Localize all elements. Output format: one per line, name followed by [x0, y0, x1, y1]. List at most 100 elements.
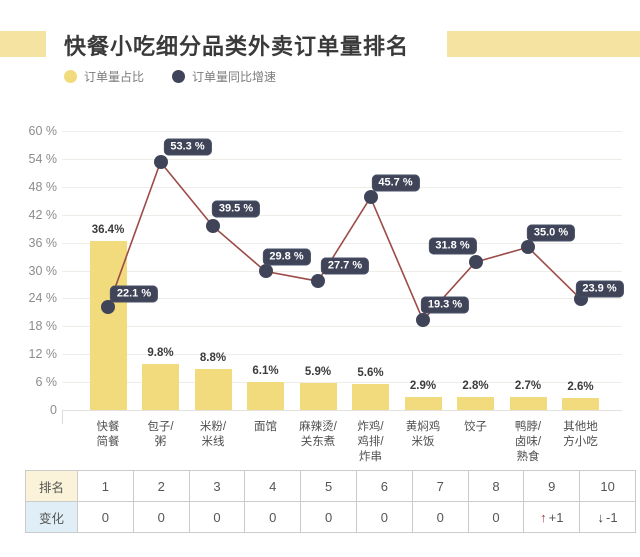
- grid-line: [62, 214, 622, 216]
- line-value-badge: 19.3 %: [420, 296, 470, 314]
- y-axis-label: 6 %: [35, 375, 57, 390]
- title-accent-bar-right: [447, 31, 640, 57]
- bar: [299, 382, 337, 410]
- x-axis-category-label: 炸鸡/ 鸡排/ 炸串: [357, 421, 384, 463]
- bar: [89, 240, 127, 410]
- line-value-badge: 39.5 %: [211, 200, 261, 218]
- legend-item-yoy-growth: 订单量同比增速: [172, 68, 276, 85]
- grid-line: [62, 242, 622, 244]
- x-axis-category-label: 其他地 方小吃: [563, 421, 598, 448]
- y-axis-label: 48 %: [28, 179, 58, 194]
- line-point-dot: [468, 255, 483, 270]
- x-axis-category-label: 麻辣烫/ 关东煮: [299, 421, 337, 448]
- x-axis-category-label: 快餐 简餐: [96, 421, 120, 448]
- bar: [457, 396, 494, 410]
- y-axis-label: 30 %: [28, 263, 58, 278]
- table-cell: 3: [188, 470, 246, 502]
- table-cell: ↓ -1: [579, 501, 636, 533]
- table-cell: 0: [132, 501, 190, 533]
- bar-value-label: 9.8%: [147, 347, 174, 360]
- table-cell: 10: [579, 470, 636, 502]
- bar-value-label: 2.6%: [567, 380, 594, 393]
- grid-line: [62, 326, 622, 328]
- bar-value-label: 2.9%: [409, 379, 437, 392]
- line-value-badge: 29.8 %: [262, 248, 311, 266]
- table-cell: 8: [467, 470, 525, 502]
- bar-value-label: 2.8%: [462, 379, 489, 392]
- x-axis-category-label: 黄焖鸡 米饭: [405, 421, 441, 448]
- bar-value-label: 6.1%: [252, 364, 279, 377]
- x-axis-category-label: 米粉/ 米线: [199, 421, 227, 448]
- bar: [142, 364, 179, 410]
- table-cell: 2: [132, 470, 190, 502]
- bar-value-label: 5.6%: [357, 366, 384, 379]
- bar-value-label: 2.7%: [514, 380, 542, 393]
- line-point-dot: [416, 313, 430, 328]
- x-axis-tick: [62, 410, 63, 424]
- line-value-badge: 45.7 %: [371, 174, 420, 192]
- table-cell: 6: [355, 470, 413, 502]
- table-cell: 0: [244, 501, 302, 533]
- line-value-badge: 23.9 %: [575, 280, 624, 298]
- page-title: 快餐小吃细分品类外卖订单量排名: [64, 34, 410, 59]
- rank-table: 排名 1 2 3 4 5 6 7 8 9 10 变化 0 0 0 0 0 0 0 0 ↑ +1 ↓ -1: [25, 470, 636, 533]
- line-point-dot: [206, 219, 220, 234]
- line-point-dot: [311, 274, 325, 289]
- bar-value-label: 5.9%: [304, 365, 332, 378]
- grid-line: [62, 354, 622, 356]
- x-axis-category-label: 面馆: [254, 421, 277, 433]
- table-cell: 0: [467, 501, 525, 533]
- line-value-badge: 22.1 %: [109, 285, 159, 303]
- line-value-badge: 35.0 %: [526, 224, 576, 242]
- table-cell: 0: [188, 501, 246, 533]
- y-axis-label: 18 %: [28, 319, 58, 334]
- line-point-dot: [521, 240, 535, 255]
- legend-dot-icon: [172, 70, 186, 83]
- table-cell: 0: [300, 501, 357, 533]
- y-axis-label: 42 %: [28, 207, 58, 222]
- legend-label: 订单量占比: [84, 70, 145, 84]
- x-axis-category-label: 包子/ 粥: [147, 421, 174, 448]
- grid-line: [62, 131, 622, 132]
- table-cell: 1: [77, 470, 134, 502]
- line-point-dot: [258, 264, 273, 279]
- bar: [194, 369, 232, 410]
- bar: [509, 397, 547, 410]
- line-value-badge: 31.8 %: [428, 237, 477, 255]
- table-cell: 5: [300, 470, 357, 502]
- x-axis-category-label: 饺子: [464, 421, 487, 433]
- table-cell: 0: [355, 501, 413, 533]
- chart-area: 0 6 % 12 % 18 % 24 % 30 % 36 % 42 % 48 % 54 % 60 %…: [0, 110, 640, 470]
- table-row: 变化 0 0 0 0 0 0 0 0 ↑ +1 ↓ -1: [25, 501, 636, 533]
- down-arrow-icon: ↓: [597, 509, 605, 525]
- bar: [352, 383, 389, 410]
- y-axis-label: 0: [50, 403, 57, 417]
- line-point-dot: [101, 300, 115, 315]
- table-cell: ↑ +1: [523, 501, 581, 533]
- grid-line: [62, 158, 622, 160]
- legend-dot-icon: [64, 70, 77, 83]
- bar: [404, 396, 442, 410]
- table-row-header: 排名: [25, 470, 78, 502]
- x-axis-category-label: 鸭脖/ 卤味/ 熟食: [514, 421, 542, 463]
- bar-value-label: 36.4%: [91, 223, 125, 236]
- table-cell: 4: [244, 470, 302, 502]
- grid-line: [62, 382, 622, 384]
- table-cell: 0: [411, 501, 469, 533]
- bar: [247, 381, 284, 410]
- y-axis-label: 12 %: [28, 347, 58, 362]
- legend-item-order-share: 订单量占比: [64, 68, 144, 85]
- line-point-dot: [363, 190, 378, 205]
- line-value-badge: 27.7 %: [320, 257, 370, 275]
- table-row: 排名 1 2 3 4 5 6 7 8 9 10: [25, 470, 636, 502]
- y-axis-label: 54 %: [28, 151, 58, 166]
- line-value-badge: 53.3 %: [163, 138, 212, 156]
- grid-line: [62, 186, 622, 188]
- chart-legend: 订单量占比 订单量同比增速: [64, 68, 276, 85]
- table-row-header: 变化: [25, 501, 78, 533]
- table-cell: 9: [523, 470, 581, 502]
- line-point-dot: [153, 155, 168, 170]
- bar-value-label: 8.8%: [199, 352, 227, 365]
- legend-label: 订单量同比增速: [192, 70, 277, 84]
